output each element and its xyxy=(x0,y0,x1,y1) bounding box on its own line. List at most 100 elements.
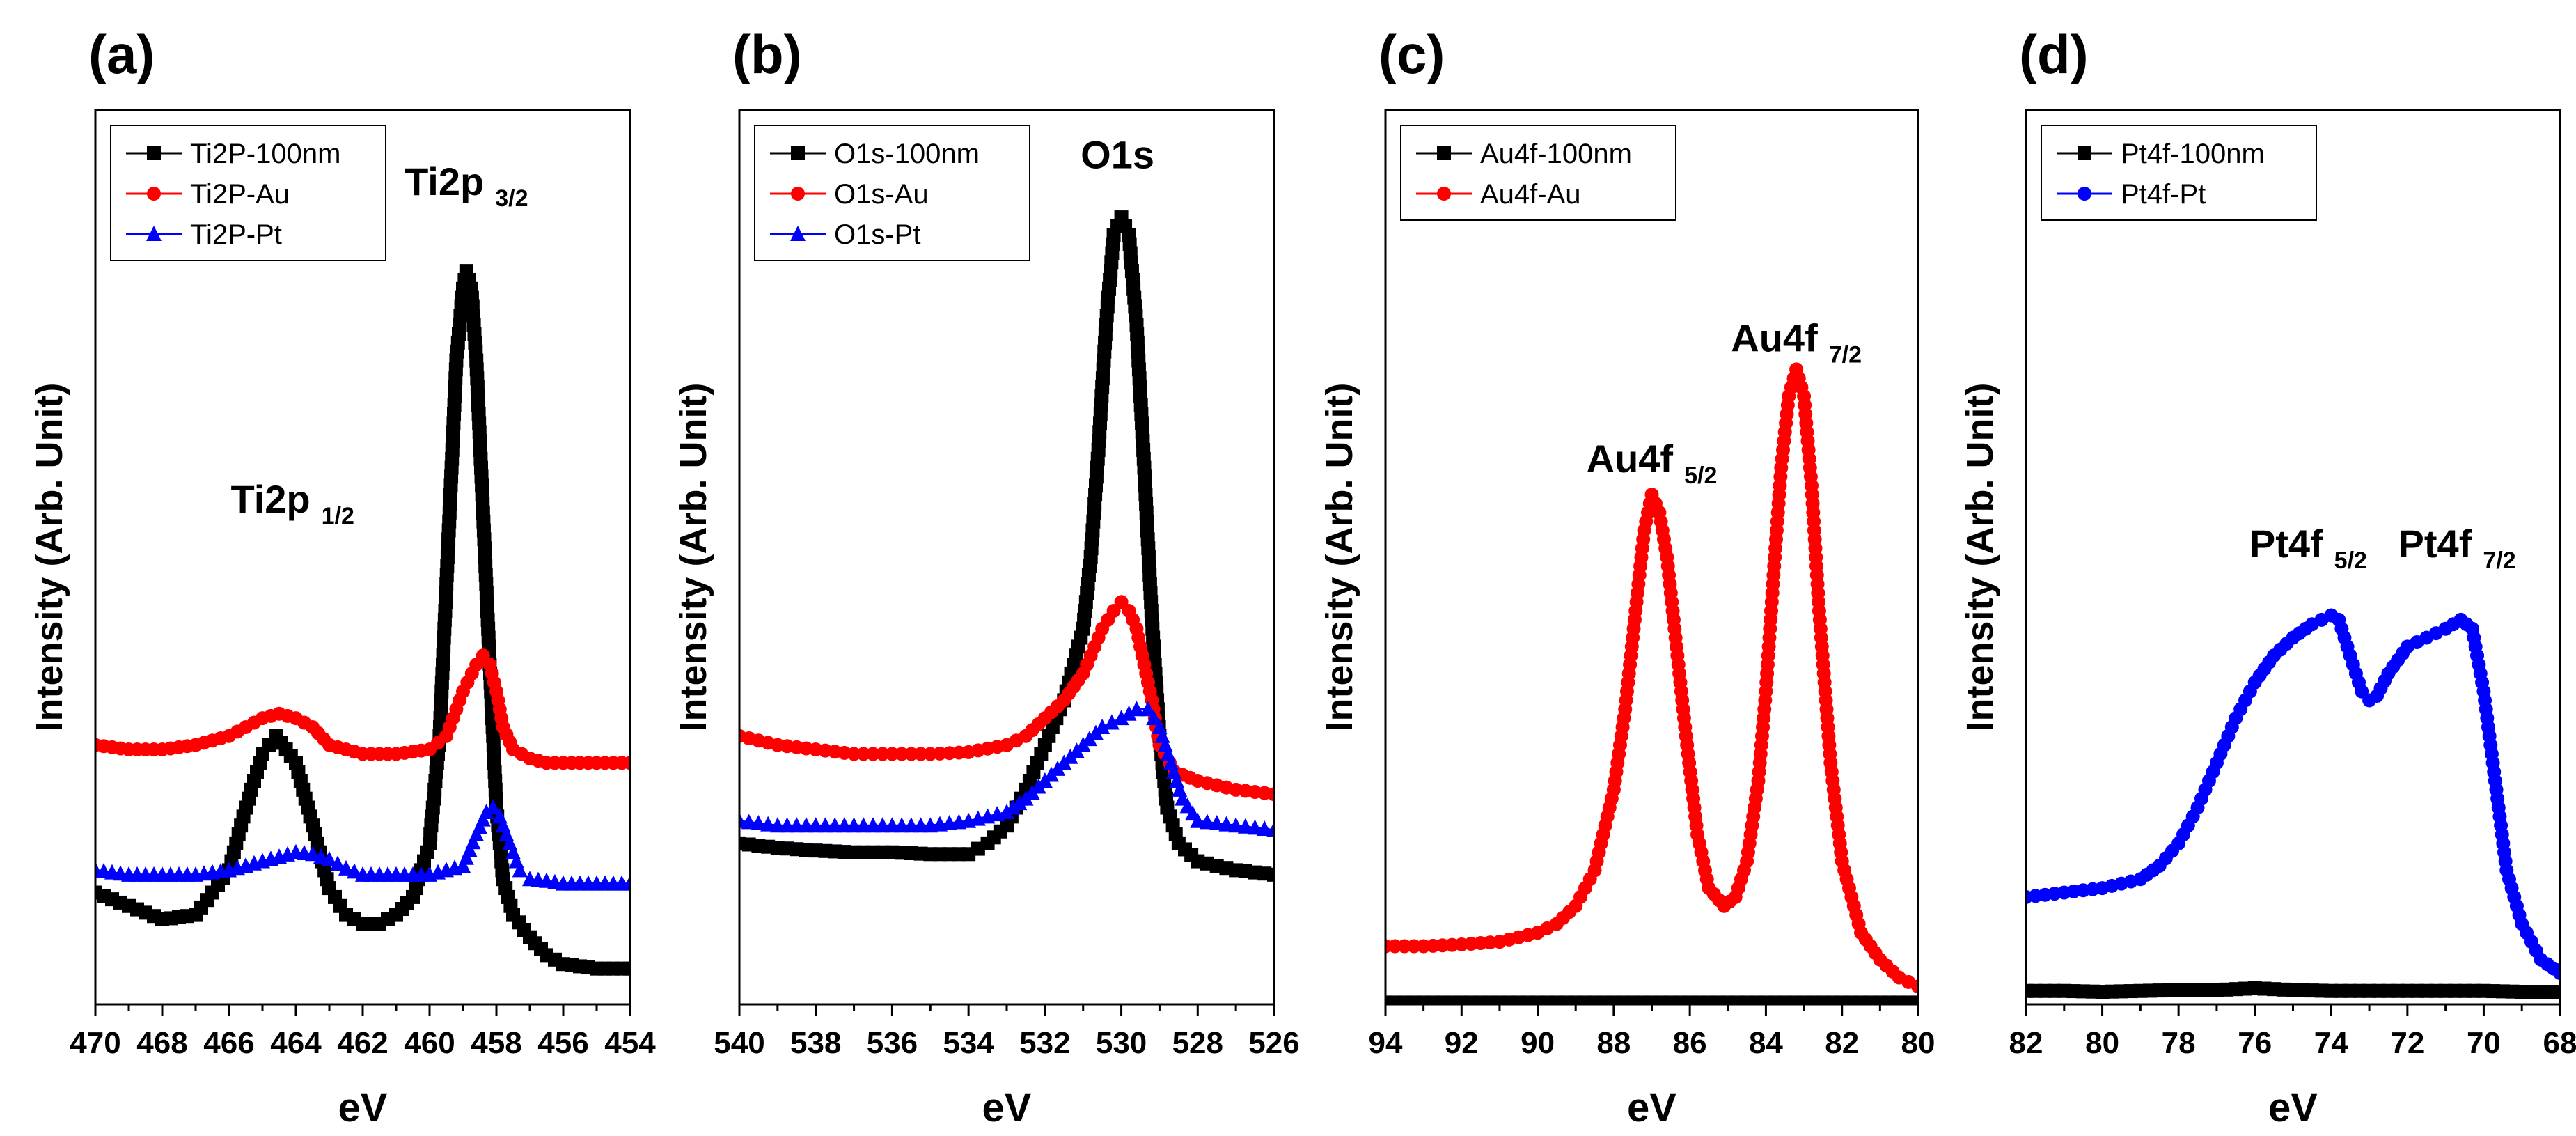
legend-label: O1s-Pt xyxy=(834,219,920,250)
x-axis-label: eV xyxy=(338,1085,388,1130)
x-tick-label: 94 xyxy=(1369,1026,1403,1060)
annotation-subscript: 5/2 xyxy=(2334,547,2367,574)
annotation-main: O1s xyxy=(1081,132,1154,176)
data-point-O1s-Pt xyxy=(760,816,776,832)
legend-label: Pt4f-Pt xyxy=(2121,179,2206,210)
data-point-O1s-100nm xyxy=(1267,867,1274,882)
data-point-O1s-Pt xyxy=(1012,795,1028,811)
annotation-subscript: 1/2 xyxy=(322,503,354,529)
data-point-O1s-Pt xyxy=(1190,812,1206,828)
data-point-Au4f-Au xyxy=(1406,939,1421,954)
series-line-Ti2P-100nm xyxy=(95,270,630,970)
x-axis-label: eV xyxy=(2268,1085,2318,1130)
data-point-Ti2P-Au xyxy=(623,756,630,770)
x-tick-label: 78 xyxy=(2162,1026,2196,1060)
x-tick-label: 540 xyxy=(714,1026,764,1060)
data-point-O1s-Pt xyxy=(1200,814,1215,830)
legend-marker xyxy=(791,187,805,201)
data-point-Ti2P-Pt xyxy=(465,834,481,850)
data-point-O1s-Au xyxy=(847,747,861,761)
data-point-O1s-Pt xyxy=(1104,714,1120,730)
x-tick-label: 70 xyxy=(2467,1026,2501,1060)
x-tick-label: 92 xyxy=(1445,1026,1479,1060)
data-point-Au4f-Au xyxy=(1388,939,1402,954)
series-line-O1s-Au xyxy=(739,600,1274,795)
peak-annotation: Ti2p 1/2 xyxy=(231,477,354,529)
annotation-subscript: 7/2 xyxy=(1829,342,1862,368)
data-point-O1s-Pt xyxy=(1257,820,1273,837)
peak-annotation: Au4f 7/2 xyxy=(1731,316,1862,368)
legend-label: Ti2P-Pt xyxy=(190,219,282,250)
plot-area xyxy=(739,210,1274,882)
x-tick-label: 72 xyxy=(2390,1026,2424,1060)
data-point-Ti2P-Pt xyxy=(338,859,354,876)
x-tick-label: 462 xyxy=(337,1026,388,1060)
legend-box xyxy=(1400,125,1676,221)
annotation-main: Au4f xyxy=(1731,316,1818,360)
plot-area xyxy=(1385,362,1918,1004)
x-tick-label: 454 xyxy=(604,1026,656,1060)
x-tick-label: 534 xyxy=(943,1026,994,1060)
legend-label: O1s-100nm xyxy=(834,139,980,169)
data-point-Ti2P-Pt xyxy=(330,855,345,871)
x-axis-label: eV xyxy=(1627,1085,1676,1130)
legend-label: Ti2P-Au xyxy=(190,179,290,210)
legend-marker xyxy=(790,226,806,241)
panel-b: (b) 540 538 536 534 532 530 528 526 eV Intensity (… xyxy=(673,24,1300,1130)
x-tick-label: 458 xyxy=(471,1026,521,1060)
annotation-main: Ti2p xyxy=(405,159,484,203)
data-point-O1s-Pt xyxy=(1113,710,1129,726)
data-point-O1s-Pt xyxy=(1228,817,1244,833)
x-tick-label: 470 xyxy=(70,1026,120,1060)
data-point-O1s-Pt xyxy=(751,814,767,830)
panel-d: (d) 82 80 78 76 74 72 70 68 eV Intensity (Arb. Uni… xyxy=(1959,24,2576,1130)
data-point-Ti2P-Pt xyxy=(512,862,528,878)
data-point-Ti2P-Pt xyxy=(313,848,329,864)
data-point-O1s-Au xyxy=(866,747,880,761)
x-tick-label: 536 xyxy=(867,1026,918,1060)
legend-marker xyxy=(147,187,161,201)
data-point-O1s-Pt xyxy=(741,814,757,830)
y-axis-label: Intensity (Arb. Unit) xyxy=(1319,383,1360,732)
y-axis-label: Intensity (Arb. Unit) xyxy=(673,383,714,732)
data-point-O1s-Pt xyxy=(1218,816,1234,832)
legend-marker xyxy=(146,226,162,241)
x-tick-label: 538 xyxy=(790,1026,841,1060)
data-point-Ti2P-Pt xyxy=(455,857,471,873)
plot-area xyxy=(2026,608,2560,999)
data-point-Ti2P-100nm xyxy=(623,961,630,976)
annotation-main: Ti2p xyxy=(231,477,311,521)
panel-label: (d) xyxy=(2019,24,2089,85)
x-tick-label: 80 xyxy=(2085,1026,2119,1060)
legend-marker xyxy=(1437,146,1451,160)
x-axis-label: eV xyxy=(982,1085,1032,1130)
data-point-O1s-Au xyxy=(856,747,871,761)
data-point-O1s-Pt xyxy=(1266,821,1274,837)
x-tick-label: 460 xyxy=(404,1026,455,1060)
panel-a: (a) 470 468 466 464 462 460 458 456 454 eV Intensit… xyxy=(29,24,656,1130)
x-tick-label: 466 xyxy=(203,1026,254,1060)
annotation-subscript: 5/2 xyxy=(1684,462,1717,489)
data-point-O1s-Pt xyxy=(1209,814,1225,830)
data-point-O1s-Au xyxy=(913,747,928,761)
data-point-O1s-Au xyxy=(875,747,890,761)
x-tick-label: 86 xyxy=(1673,1026,1707,1060)
data-point-O1s-Pt xyxy=(1237,818,1253,834)
panel-label: (c) xyxy=(1379,24,1445,85)
x-tick-label: 68 xyxy=(2543,1026,2576,1060)
data-point-O1s-Pt xyxy=(1140,701,1156,717)
data-point-O1s-Pt xyxy=(1247,819,1263,835)
data-point-Ti2P-Pt xyxy=(478,803,494,819)
legend-label: O1s-Au xyxy=(834,179,929,210)
annotation-main: Pt4f xyxy=(2249,522,2323,566)
annotation-subscript: 3/2 xyxy=(495,185,528,212)
data-point-Ti2P-Pt xyxy=(347,863,362,879)
x-tick-label: 456 xyxy=(537,1026,588,1060)
legend-marker xyxy=(2078,146,2091,160)
data-point-Ti2P-Pt xyxy=(622,875,630,891)
legend-label: Pt4f-100nm xyxy=(2121,139,2265,169)
data-point-O1s-Au xyxy=(895,747,909,761)
x-tick-label: 74 xyxy=(2314,1026,2348,1060)
legend-marker xyxy=(147,146,161,160)
